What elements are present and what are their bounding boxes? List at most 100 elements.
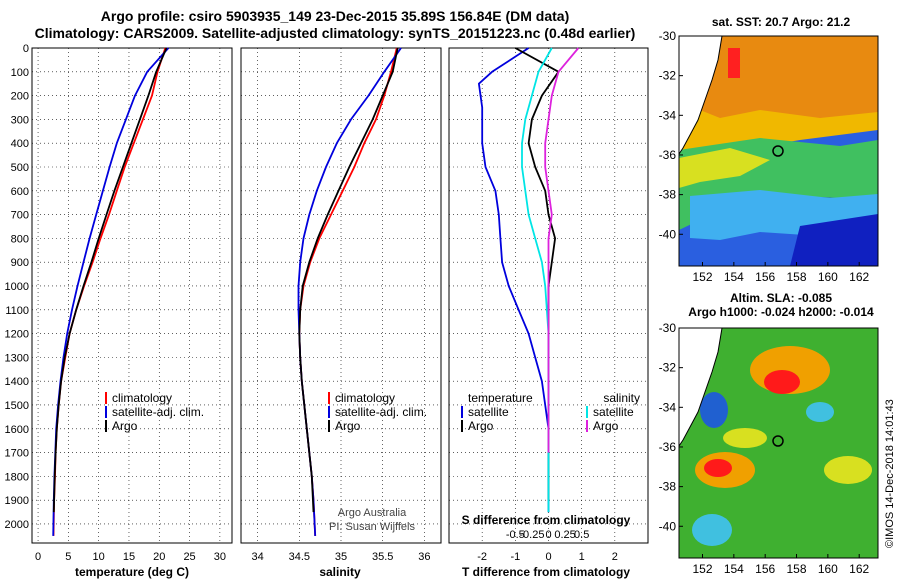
map-x-tick-label: 160 — [818, 270, 838, 284]
map-y-tick-label: -38 — [659, 188, 677, 202]
sst-map-field — [679, 36, 878, 266]
map-y-tick-label: -34 — [659, 400, 677, 414]
sst-hotspot — [728, 48, 740, 78]
x-tick-label: 35.5 — [372, 551, 393, 563]
sst-map-title: sat. SST: 20.7 Argo: 21.2 — [712, 15, 851, 29]
pressure-tick-label: 500 — [11, 162, 29, 174]
map-x-tick-label: 156 — [755, 270, 775, 284]
x-tick-label: -1 — [510, 551, 520, 563]
difference-series-lines — [477, 47, 580, 513]
legend-temp-argo-label: Argo — [468, 419, 494, 433]
credit-line-2: PI: Susan Wijffels — [329, 521, 415, 533]
sla-negative-anomaly — [700, 392, 728, 428]
title-line-1: Argo profile: csiro 5903935_149 23-Dec-2… — [100, 8, 570, 24]
pressure-tick-label: 1700 — [5, 448, 29, 460]
sst-cold-band — [790, 214, 878, 266]
map-x-tick-label: 158 — [787, 562, 807, 576]
map-x-tick-label: 154 — [724, 270, 744, 284]
credit-line-1: Argo Australia — [338, 507, 407, 519]
pressure-tick-label: 300 — [11, 114, 29, 126]
pressure-tick-label: 1900 — [5, 495, 29, 507]
salinity-xlabel: salinity — [319, 565, 361, 579]
x-tick-label: 10 — [93, 551, 105, 563]
series-line-argo — [52, 47, 168, 513]
salinity-difference-tick-labels: -0.5-0.25 0 0.250.5 — [506, 529, 589, 541]
temperature-plot-frame — [31, 47, 233, 544]
map-x-tick-label: 162 — [849, 562, 869, 576]
pressure-tick-label: 2000 — [5, 519, 29, 531]
pressure-tick-labels: 0 100 200 300 400 500 600 700 800 900 1000 1100 1200… — [5, 43, 29, 531]
salinity-difference-xlabel: S difference from climatology — [462, 513, 631, 527]
legend-climatology-label: climatology — [335, 391, 395, 405]
x-tick-label: 36 — [418, 551, 430, 563]
x2-tick-label: 0.25 — [554, 529, 575, 541]
x-tick-label: 1 — [579, 551, 585, 563]
sla-positive-core — [764, 370, 800, 394]
x-tick-label: 35 — [335, 551, 347, 563]
temperature-panel: 0100200300400500600700800900100011001200… — [5, 43, 233, 579]
pressure-tick-label: 900 — [11, 257, 29, 269]
sst-axis-ticks: 152 154 156 158 160 162 -30 -32 -34 -36 -38 -40 — [659, 29, 870, 284]
temperature-difference-tick-labels: -2 -1 0 1 2 — [477, 551, 618, 563]
legend-temp-satellite-label: satellite — [468, 405, 509, 419]
temperature-series-lines — [52, 47, 170, 536]
sla-map: Altim. SLA: -0.085 Argo h1000: -0.024 h2… — [659, 291, 879, 576]
map-y-tick-label: -40 — [659, 227, 677, 241]
x-tick-label: 15 — [123, 551, 135, 563]
pressure-tick-label: 1100 — [5, 305, 29, 317]
imos-watermark: ©IMOS 14-Dec-2018 14:01:43 — [884, 399, 896, 548]
x2-tick-label: 0 — [545, 529, 551, 541]
x2-tick-label: 0.5 — [574, 529, 589, 541]
map-x-tick-label: 160 — [818, 562, 838, 576]
pressure-tick-label: 200 — [11, 91, 29, 103]
map-y-tick-label: -30 — [659, 29, 677, 43]
x-tick-label: 5 — [65, 551, 71, 563]
title-line-2: Climatology: CARS2009. Satellite-adjuste… — [34, 25, 636, 41]
pressure-tick-label: 1600 — [5, 424, 29, 436]
map-x-tick-label: 152 — [692, 562, 712, 576]
legend-argo-label: Argo — [335, 419, 361, 433]
map-x-tick-label: 162 — [849, 270, 869, 284]
x-tick-label: 25 — [183, 551, 195, 563]
sla-negative-anomaly-east — [806, 402, 834, 422]
sst-map: sat. SST: 20.7 Argo: 21.2 152 154 156 158 16… — [659, 15, 879, 284]
series-line-argo — [298, 47, 399, 513]
pressure-tick-label: 1300 — [5, 352, 29, 364]
x-tick-label: 2 — [612, 551, 618, 563]
sst-argo-position-marker — [772, 145, 784, 157]
legend-argo-label: Argo — [112, 419, 138, 433]
sla-moderate-anomaly-east — [824, 456, 872, 484]
sst-coastline — [679, 36, 723, 155]
temperature-grid — [32, 47, 232, 543]
x-tick-label: 20 — [153, 551, 165, 563]
pressure-tick-label: 1400 — [5, 376, 29, 388]
map-y-tick-label: -32 — [659, 361, 677, 375]
x-tick-label: 0 — [35, 551, 41, 563]
map-y-tick-label: -36 — [659, 148, 677, 162]
sla-map-title: Altim. SLA: -0.085 — [730, 291, 832, 305]
difference-panel: -2 -1 0 1 2 -0.5-0.25 0 0.250.5 S difference f… — [448, 47, 649, 579]
map-x-tick-label: 154 — [724, 562, 744, 576]
pressure-tick-label: 700 — [11, 210, 29, 222]
legend-satellite-label: satellite-adj. clim. — [335, 405, 427, 419]
legend-temperature-heading: temperature — [468, 391, 533, 405]
x-tick-label: -2 — [477, 551, 487, 563]
sla-positive-core-south — [704, 459, 732, 477]
pressure-tick-label: 1500 — [5, 400, 29, 412]
sla-map-frame — [678, 327, 879, 559]
map-y-tick-label: -38 — [659, 480, 677, 494]
salinity-difference-legend: salinity satellite Argo — [586, 391, 640, 433]
legend-sal-satellite-label: satellite — [593, 405, 634, 419]
map-x-tick-label: 152 — [692, 270, 712, 284]
pressure-tick-label: 1800 — [5, 471, 29, 483]
temperature-difference-legend: temperature satellite Argo — [461, 391, 533, 433]
map-y-tick-label: -32 — [659, 69, 677, 83]
legend-satellite-label: satellite-adj. clim. — [112, 405, 204, 419]
pressure-tick-label: 800 — [11, 233, 29, 245]
sst-yellow-band — [679, 148, 770, 188]
sst-hot-band — [700, 36, 878, 118]
temperature-tick-labels: 0 5 10 15 20 25 30 — [35, 551, 226, 563]
sst-land — [679, 36, 722, 154]
series-line-salinity-argo — [544, 47, 580, 453]
